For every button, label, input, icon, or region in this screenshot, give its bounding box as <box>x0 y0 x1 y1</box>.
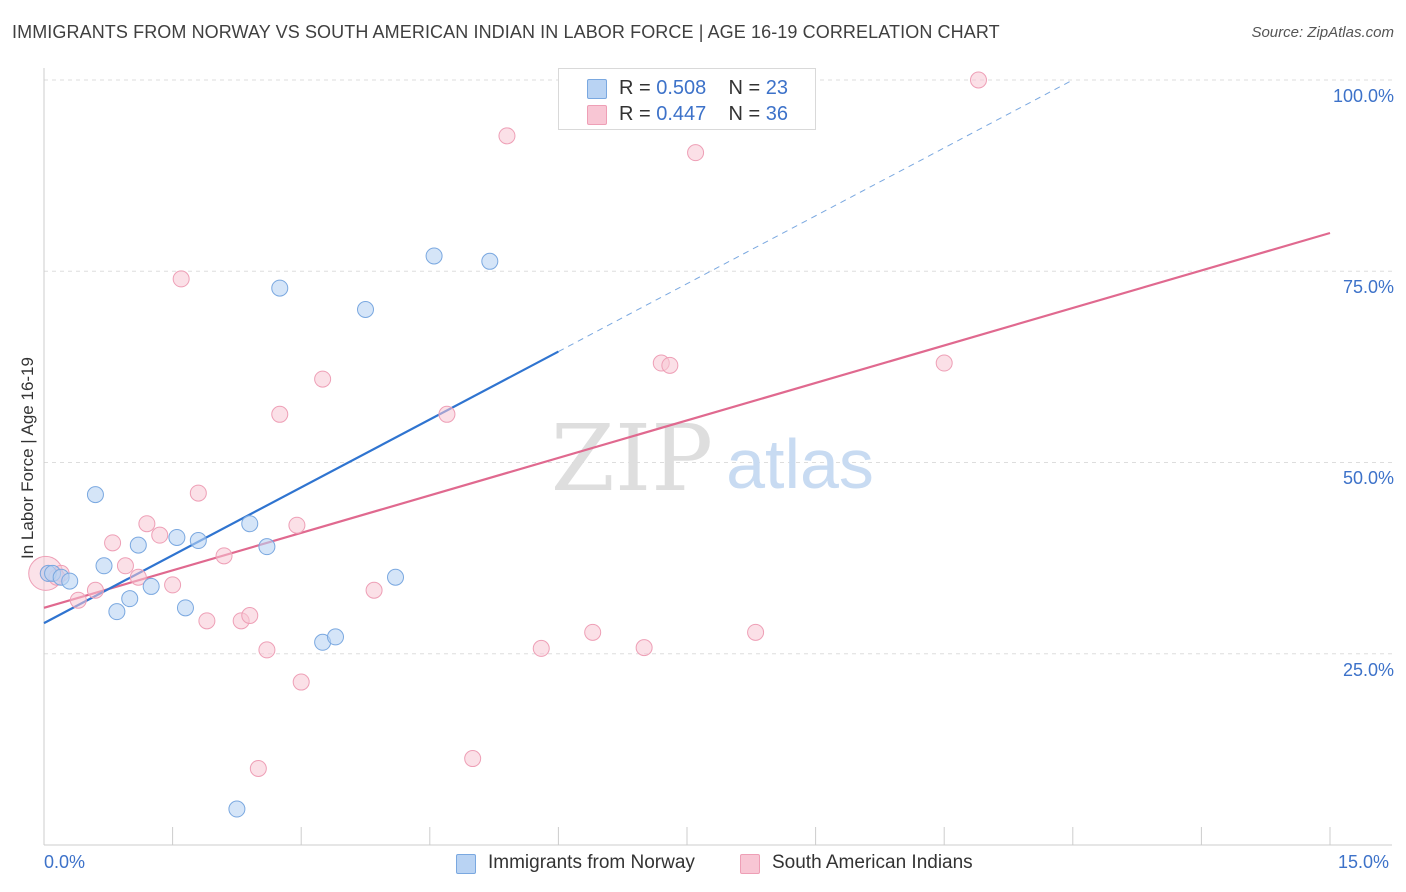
scatter-point-south-american <box>258 641 276 659</box>
south-american-swatch <box>587 105 607 125</box>
scatter-point-south-american <box>198 612 216 630</box>
watermark-atlas: atlas <box>726 425 874 503</box>
scatter-point-south-american <box>215 547 233 565</box>
scatter-point-norway <box>168 528 186 546</box>
scatter-point-south-american <box>288 516 306 534</box>
scatter-point-norway <box>61 572 79 590</box>
scatter-point-south-american <box>365 581 383 599</box>
legend-label-norway: Immigrants from Norway <box>488 852 695 873</box>
scatter-point-norway <box>425 247 443 265</box>
trend-line-south-american <box>43 231 1331 609</box>
scatter-point-south-american <box>241 607 259 624</box>
scatter-point-south-american <box>438 405 456 423</box>
chart-title: IMMIGRANTS FROM NORWAY VS SOUTH AMERICAN… <box>12 22 1000 42</box>
scatter-point-south-american <box>164 576 182 594</box>
watermark-zip: ZIP <box>551 405 713 512</box>
source-label: Source: ZipAtlas.com <box>1251 24 1394 41</box>
scatter-point-south-american <box>138 515 156 533</box>
scatter-point-south-american <box>584 623 602 641</box>
scatter-point-norway <box>241 515 259 533</box>
scatter-point-norway <box>481 252 499 270</box>
scatter-point-south-american <box>635 639 653 657</box>
x-tick-min: 0.0% <box>44 852 86 872</box>
scatter-point-south-american <box>935 354 953 372</box>
n-value-norway: 23 <box>765 77 789 99</box>
scatter-point-south-american <box>498 127 516 145</box>
y-tick-75: 75.0% <box>1342 277 1394 297</box>
scatter-point-norway <box>86 486 104 504</box>
scatter-point-south-american <box>292 673 310 691</box>
r-label: R = <box>619 103 657 125</box>
scatter-point-south-american <box>172 270 190 288</box>
scatter-point-south-american <box>314 370 332 388</box>
axes <box>43 68 1392 846</box>
y-tick-25: 25.0% <box>1342 660 1394 680</box>
y-tick-50: 50.0% <box>1342 468 1394 488</box>
r-label: R = <box>619 77 657 99</box>
scatter-point-south-american <box>151 526 169 544</box>
scatter-point-south-american <box>661 356 679 374</box>
stats-legend: R = 0.508 N = 23 R = 0.447 N = 36 <box>558 68 816 130</box>
gridlines <box>44 79 1392 655</box>
scatter-point-norway <box>121 590 139 608</box>
norway-swatch <box>587 79 607 99</box>
scatter-point-south-american <box>189 484 207 502</box>
scatter-point-south-american <box>969 71 987 89</box>
scatter-point-norway <box>108 603 126 621</box>
scatter-point-norway <box>95 557 113 575</box>
y-axis-label: In Labor Force | Age 16-19 <box>18 357 37 559</box>
points-immigrants-from-norway <box>39 247 499 818</box>
y-tick-100: 100.0% <box>1332 86 1394 106</box>
scatter-point-south-american <box>116 557 134 575</box>
scatter-point-south-american <box>532 639 550 657</box>
scatter-point-south-american <box>687 144 705 162</box>
scatter-point-south-american <box>104 534 122 552</box>
n-label: N = <box>728 77 766 99</box>
scatter-point-norway <box>387 568 405 586</box>
scatter-point-norway <box>176 599 194 617</box>
scatter-point-norway <box>326 628 344 646</box>
legend-swatch-south-american <box>740 854 760 874</box>
legend-label-south-american: South American Indians <box>772 852 973 873</box>
n-value-south-american: 36 <box>765 103 789 125</box>
scatter-point-norway <box>189 532 207 550</box>
scatter-point-norway <box>228 800 246 818</box>
scatter-point-south-american <box>69 591 87 609</box>
legend-swatch-norway <box>456 854 476 874</box>
scatter-point-norway <box>142 577 160 595</box>
r-value-norway: 0.508 <box>656 77 707 99</box>
trend-line-norway <box>43 350 559 625</box>
x-tick-max: 15.0% <box>1338 852 1390 872</box>
r-value-south-american: 0.447 <box>656 103 707 125</box>
scatter-point-norway <box>357 301 374 318</box>
scatter-point-south-american <box>129 568 147 586</box>
scatter-point-south-american <box>747 623 765 641</box>
scatter-point-south-american <box>249 760 267 777</box>
scatter-point-norway <box>258 538 276 556</box>
points-south-american-indians <box>28 71 987 777</box>
trend-line-norway-extension <box>558 79 1074 353</box>
scatter-point-norway <box>129 536 147 554</box>
scatter-point-south-american <box>464 750 482 768</box>
n-label: N = <box>728 103 766 125</box>
scatter-point-norway <box>271 279 289 297</box>
scatter-point-south-american <box>271 405 289 423</box>
trend-lines <box>43 79 1331 625</box>
scatter-point-south-american <box>86 581 104 599</box>
